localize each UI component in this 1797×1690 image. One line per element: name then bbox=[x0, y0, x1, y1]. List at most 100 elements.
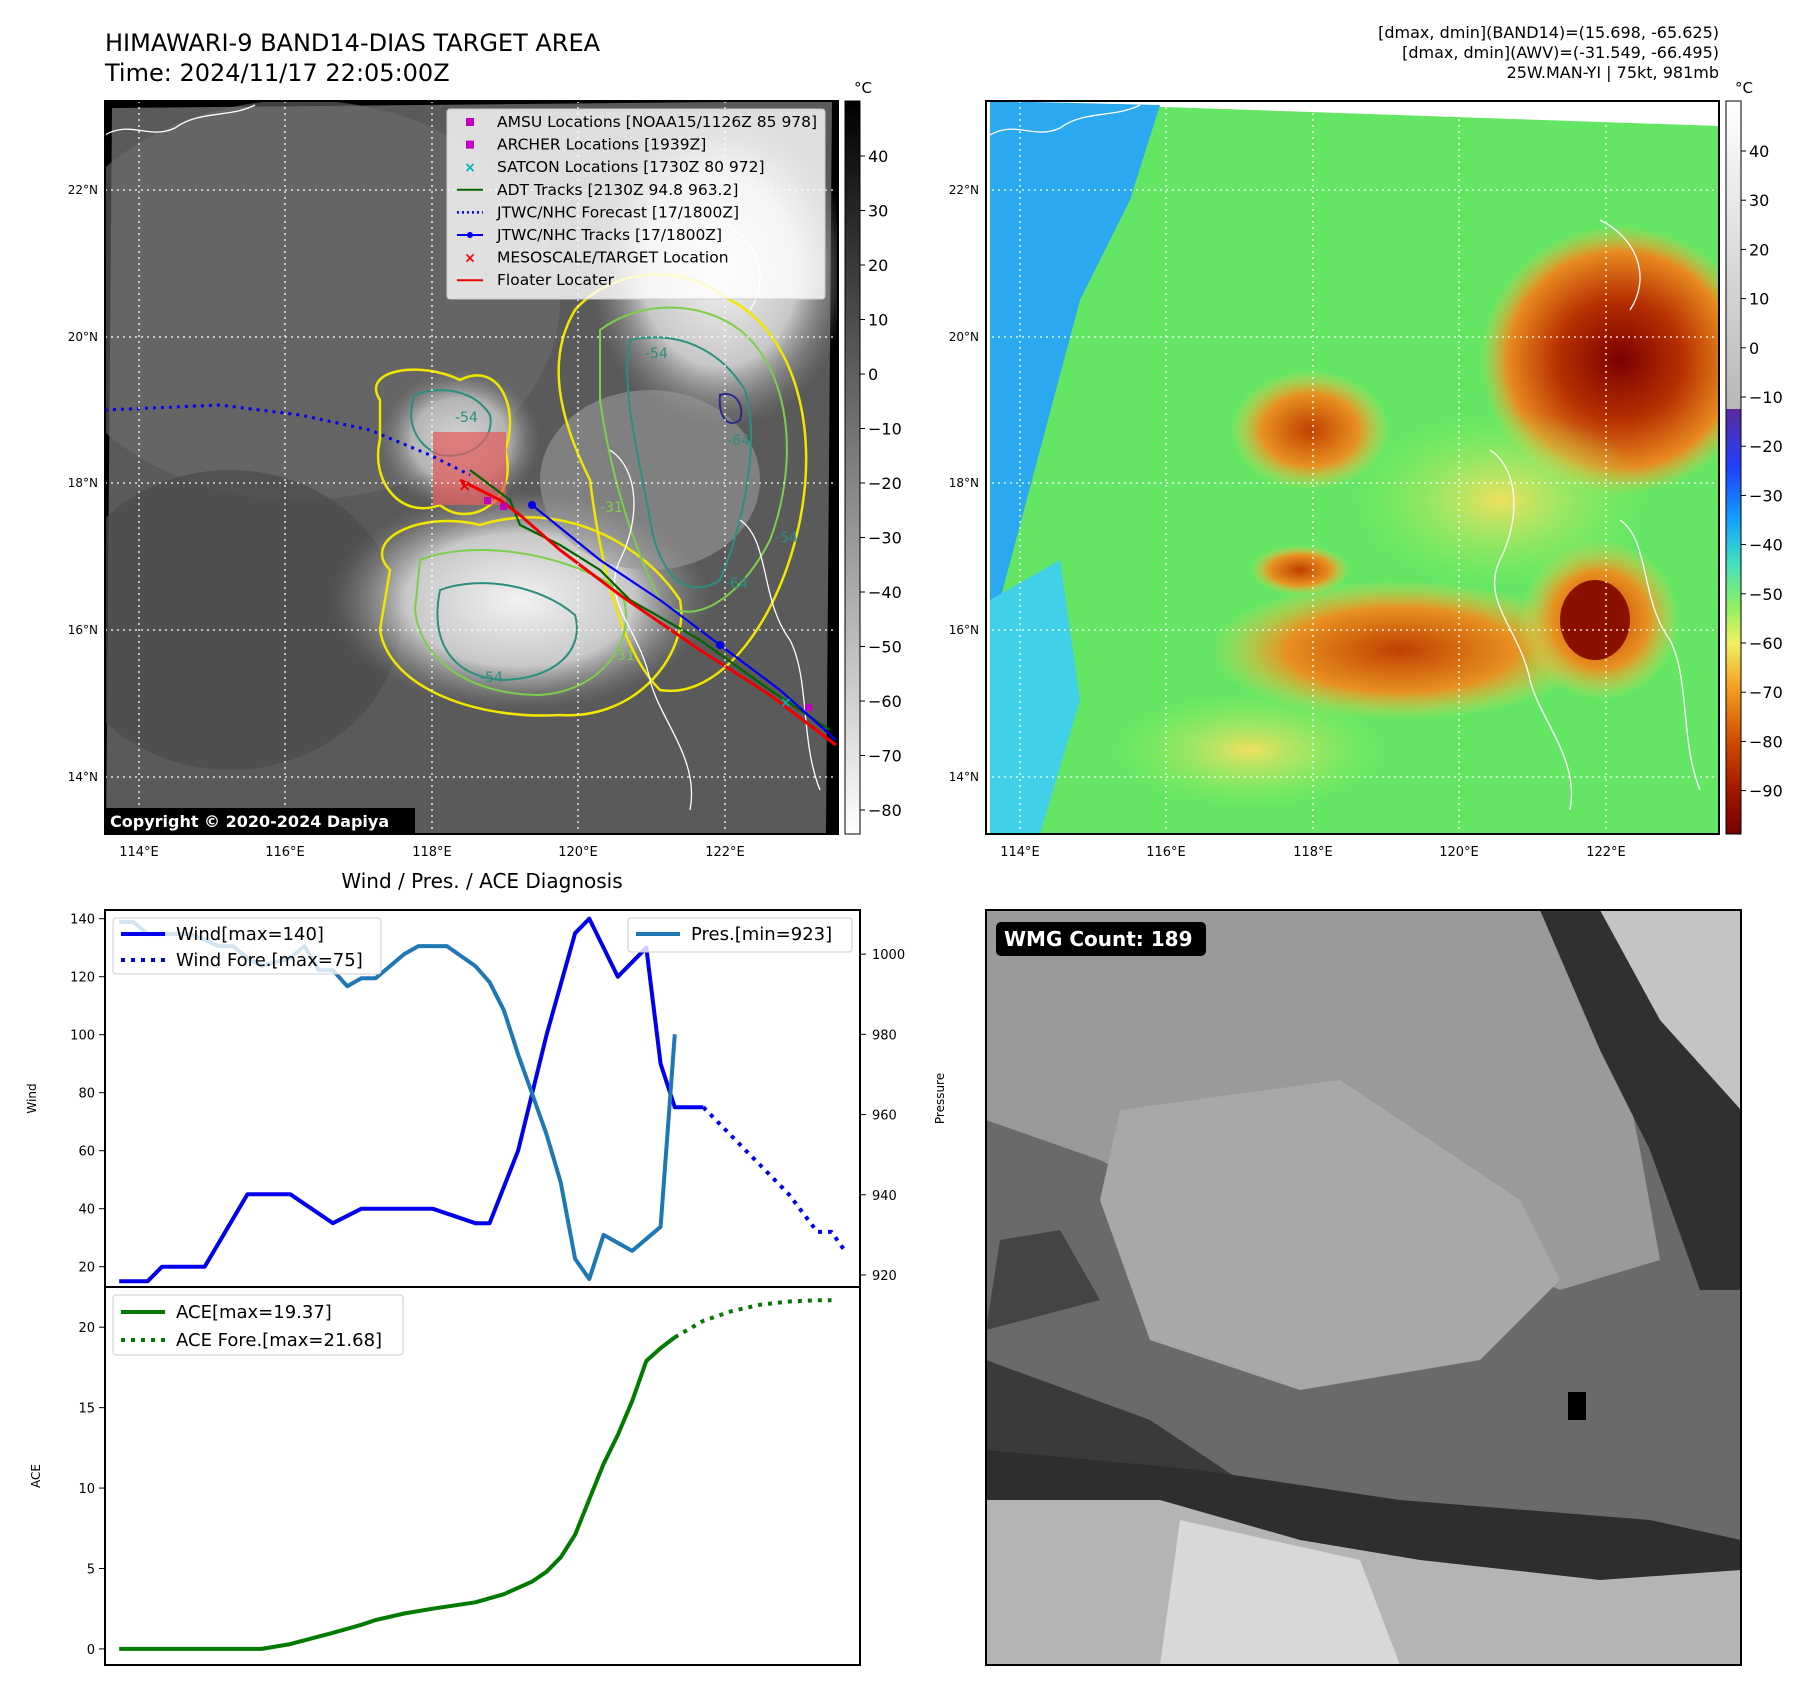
legend-label: Pres.[min=923] bbox=[691, 924, 832, 945]
lon-tick: 116°E bbox=[265, 845, 305, 860]
y-tick-label: 10 bbox=[78, 1482, 95, 1497]
ace-chart: 0 5 10 15 20 ACE ACE[max=19.37] ACE Fore.[max=2… bbox=[29, 1286, 861, 1666]
colorbar-tick-label: −60 bbox=[1749, 634, 1783, 653]
y2-tick-label: 920 bbox=[872, 1269, 897, 1284]
lon-tick: 122°E bbox=[705, 845, 745, 860]
wind-legend: Wind[max=140] Wind Fore.[max=75] bbox=[112, 917, 382, 975]
svg-text:×: × bbox=[780, 695, 792, 711]
colorbar-tick-label: −70 bbox=[868, 747, 902, 766]
lat-tick: 16°N bbox=[949, 623, 979, 637]
ir-map-panel: × × -54 -64 -54 -54 bbox=[68, 79, 902, 860]
ir-colorbar-unit: °C bbox=[854, 79, 872, 97]
y2-tick-label: 960 bbox=[872, 1109, 897, 1124]
colorbar-tick-label: −90 bbox=[1749, 782, 1783, 801]
contour-label: -31 bbox=[612, 648, 635, 664]
colorbar-tick-label: −10 bbox=[1749, 388, 1783, 407]
contour-label: -54 bbox=[455, 410, 478, 426]
lon-tick: 118°E bbox=[412, 845, 452, 860]
colorbar-tick-label: −50 bbox=[1749, 585, 1783, 604]
awv-colorbar-ticks: 40 30 20 10 0 −10 −20 −30 −40 −50 −60 −70 −80 −90 bbox=[1741, 142, 1783, 801]
legend-entry: JTWC/NHC Forecast [17/1800Z] bbox=[457, 203, 739, 221]
ir-contour-labels: -54 -64 -54 -54 -64 -31 -31 -54 bbox=[455, 346, 798, 686]
wmg-panel: WMG Count: 189 bbox=[985, 909, 1742, 1666]
legend-marker bbox=[466, 118, 474, 126]
colorbar-tick-label: 10 bbox=[1749, 290, 1769, 309]
lon-tick: 120°E bbox=[1439, 845, 1479, 860]
y2-tick-label: 940 bbox=[872, 1189, 897, 1204]
stats-storm: 25W.MAN-YI | 75kt, 981mb bbox=[1507, 63, 1719, 82]
colorbar-tick-label: 30 bbox=[868, 202, 888, 221]
colorbar-tick-label: 0 bbox=[868, 365, 878, 384]
y-tick-label: 0 bbox=[87, 1643, 95, 1658]
awv-colorbar bbox=[1725, 100, 1742, 835]
colorbar-tick-label: −60 bbox=[868, 692, 902, 711]
awv-imagery bbox=[986, 101, 1719, 834]
lon-tick: 122°E bbox=[1586, 845, 1626, 860]
legend-label: SATCON Locations [1730Z 80 972] bbox=[497, 158, 765, 176]
series-line-ace-fore- bbox=[673, 1298, 832, 1340]
y-tick-label: 20 bbox=[78, 1261, 95, 1276]
legend-label: AMSU Locations [NOAA15/1126Z 85 978] bbox=[497, 113, 817, 131]
lon-tick: 114°E bbox=[1000, 845, 1040, 860]
colorbar-tick-label: 10 bbox=[868, 311, 888, 330]
legend-label: Floater Locater bbox=[497, 271, 615, 289]
wmg-count-badge: WMG Count: 189 bbox=[1004, 927, 1193, 951]
lon-tick: 114°E bbox=[119, 845, 159, 860]
ace-axis-label: ACE bbox=[29, 1464, 43, 1488]
lon-tick: 116°E bbox=[1146, 845, 1186, 860]
y-tick-label: 120 bbox=[70, 971, 95, 986]
legend-label: Wind[max=140] bbox=[176, 924, 324, 945]
y-tick-label: 20 bbox=[78, 1321, 95, 1336]
awv-colorbar-unit: °C bbox=[1735, 79, 1753, 97]
colorbar-tick-label: −40 bbox=[1749, 536, 1783, 555]
ir-colorbar-ticks: 40 30 20 10 0 −10 −20 −30 −40 −50 −60 −70 −80 bbox=[860, 147, 902, 820]
pressure-legend: Pres.[min=923] bbox=[627, 917, 853, 953]
colorbar-tick-label: −20 bbox=[1749, 437, 1783, 456]
contour-label: -64 bbox=[725, 576, 748, 592]
legend-marker: × bbox=[464, 251, 476, 267]
series-line-wind bbox=[119, 916, 704, 1284]
colorbar-tick-label: 20 bbox=[1749, 240, 1769, 259]
y2-tick-label: 980 bbox=[872, 1028, 897, 1043]
y-tick-label: 80 bbox=[78, 1087, 95, 1102]
ace-legend: ACE[max=19.37] ACE Fore.[max=21.68] bbox=[112, 1294, 404, 1356]
lat-tick: 20°N bbox=[949, 330, 979, 344]
wind-pressure-chart: 20 40 60 80 100 120 140 920 940 960 980 1000 Wind Pre… bbox=[25, 909, 947, 1288]
colorbar-tick-label: −70 bbox=[1749, 683, 1783, 702]
contour-label: -64 bbox=[727, 433, 750, 449]
colorbar-tick-label: 20 bbox=[868, 256, 888, 275]
wind-axis-label: Wind bbox=[25, 1083, 39, 1113]
lon-tick: 120°E bbox=[558, 845, 598, 860]
colorbar-tick-label: 40 bbox=[1749, 142, 1769, 161]
lat-tick: 14°N bbox=[68, 770, 98, 784]
pressure-axis-label: Pressure bbox=[933, 1073, 947, 1124]
colorbar-tick-label: 40 bbox=[868, 147, 888, 166]
svg-text:×: × bbox=[458, 476, 471, 495]
ir-legend: AMSU Locations [NOAA15/1126Z 85 978] ARCH… bbox=[446, 108, 826, 300]
y-tick-label: 140 bbox=[70, 913, 95, 928]
legend-label: ADT Tracks [2130Z 94.8 963.2] bbox=[497, 181, 738, 199]
legend-entry: Floater Locater bbox=[457, 271, 615, 289]
colorbar-tick-label: −20 bbox=[868, 474, 902, 493]
legend-entry: ARCHER Locations [1939Z] bbox=[466, 136, 706, 154]
lat-tick: 22°N bbox=[68, 183, 98, 197]
colorbar-tick-label: 0 bbox=[1749, 339, 1759, 358]
legend-label: MESOSCALE/TARGET Location bbox=[497, 249, 729, 267]
legend-entry: × MESOSCALE/TARGET Location bbox=[464, 249, 728, 267]
y-tick-label: 5 bbox=[87, 1562, 95, 1577]
y-tick-label: 15 bbox=[78, 1402, 95, 1417]
awv-lat-ticks: 22°N 20°N 18°N 16°N 14°N bbox=[949, 183, 979, 784]
y-tick-label: 100 bbox=[70, 1029, 95, 1044]
legend-entry: AMSU Locations [NOAA15/1126Z 85 978] bbox=[466, 113, 817, 131]
contour-label: -54 bbox=[775, 530, 798, 546]
legend-entry: JTWC/NHC Tracks [17/1800Z] bbox=[457, 226, 722, 244]
lon-tick: 118°E bbox=[1293, 845, 1333, 860]
awv-lon-ticks: 114°E 116°E 118°E 120°E 122°E bbox=[1000, 845, 1626, 860]
contour-label: -31 bbox=[600, 500, 623, 516]
series-line-wind-fore- bbox=[701, 1105, 848, 1254]
y-tick-label: 60 bbox=[78, 1145, 95, 1160]
ir-colorbar bbox=[844, 100, 861, 835]
legend-label: ACE Fore.[max=21.68] bbox=[176, 1330, 382, 1351]
colorbar-tick-label: 30 bbox=[1749, 191, 1769, 210]
